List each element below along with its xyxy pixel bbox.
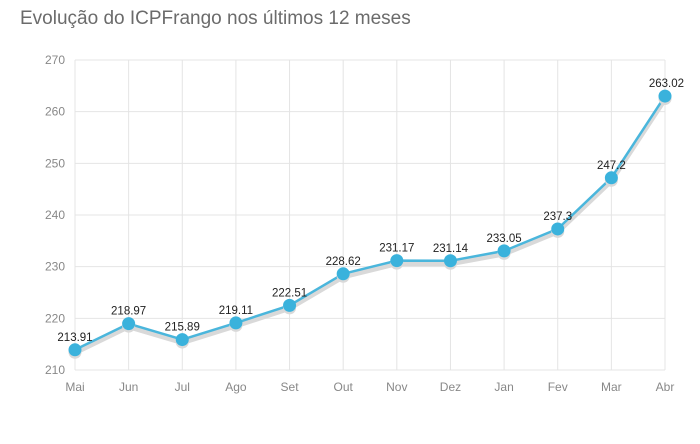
data-label: 237.3 — [543, 211, 572, 223]
x-tick-label: Ago — [225, 380, 247, 394]
x-tick-label: Mar — [601, 380, 622, 394]
x-tick-label: Abr — [656, 380, 675, 394]
data-label: 231.14 — [433, 243, 469, 255]
y-tick-label: 220 — [45, 311, 65, 325]
data-label: 215.89 — [165, 322, 200, 334]
data-point — [175, 333, 189, 347]
data-point — [551, 222, 565, 236]
data-label: 219.11 — [219, 305, 253, 317]
data-label: 222.51 — [272, 287, 307, 299]
data-label: 218.97 — [111, 306, 146, 318]
x-tick-label: Fev — [548, 380, 568, 394]
data-point — [497, 244, 511, 258]
y-tick-label: 240 — [45, 208, 65, 222]
data-point — [658, 89, 672, 103]
data-label: 263.02 — [649, 78, 684, 90]
series-line-path — [74, 95, 667, 351]
series-line — [73, 95, 668, 356]
x-tick-label: Jun — [119, 380, 138, 394]
data-point — [390, 254, 404, 268]
data-point — [68, 343, 82, 357]
x-axis: Mai Jun Jul Ago Set Out Nov Dez Jan Fev Mar Abr — [65, 380, 674, 394]
data-point — [336, 267, 350, 281]
x-tick-label: Nov — [386, 380, 407, 394]
x-tick-label: Dez — [440, 380, 461, 394]
data-label: 228.62 — [326, 256, 361, 268]
data-point — [283, 298, 297, 312]
x-tick-label: Mai — [65, 380, 84, 394]
data-labels: 213.91 218.97 215.89 219.11 222.51 228.62 231.… — [57, 78, 684, 344]
data-point — [604, 171, 618, 185]
y-tick-label: 250 — [45, 156, 65, 170]
y-tick-label: 230 — [45, 260, 65, 274]
x-tick-label: Jul — [175, 380, 190, 394]
x-tick-label: Set — [281, 380, 300, 394]
x-tick-label: Out — [334, 380, 354, 394]
y-tick-label: 260 — [45, 105, 65, 119]
data-label: 233.05 — [486, 233, 521, 245]
chart-title: Evolução do ICPFrango nos últimos 12 mes… — [20, 8, 411, 29]
x-tick-label: Jan — [494, 380, 513, 394]
y-axis: 210 220 230 240 250 260 270 — [45, 53, 65, 377]
data-label: 213.91 — [57, 332, 92, 344]
y-tick-label: 210 — [45, 363, 65, 377]
data-point — [122, 317, 136, 331]
data-label: 231.17 — [379, 243, 414, 255]
y-tick-label: 270 — [45, 53, 65, 67]
data-point — [229, 316, 243, 330]
data-label: 247.2 — [597, 160, 626, 172]
series-line-shadow — [73, 97, 668, 356]
data-point — [443, 254, 457, 268]
data-points — [68, 89, 672, 359]
